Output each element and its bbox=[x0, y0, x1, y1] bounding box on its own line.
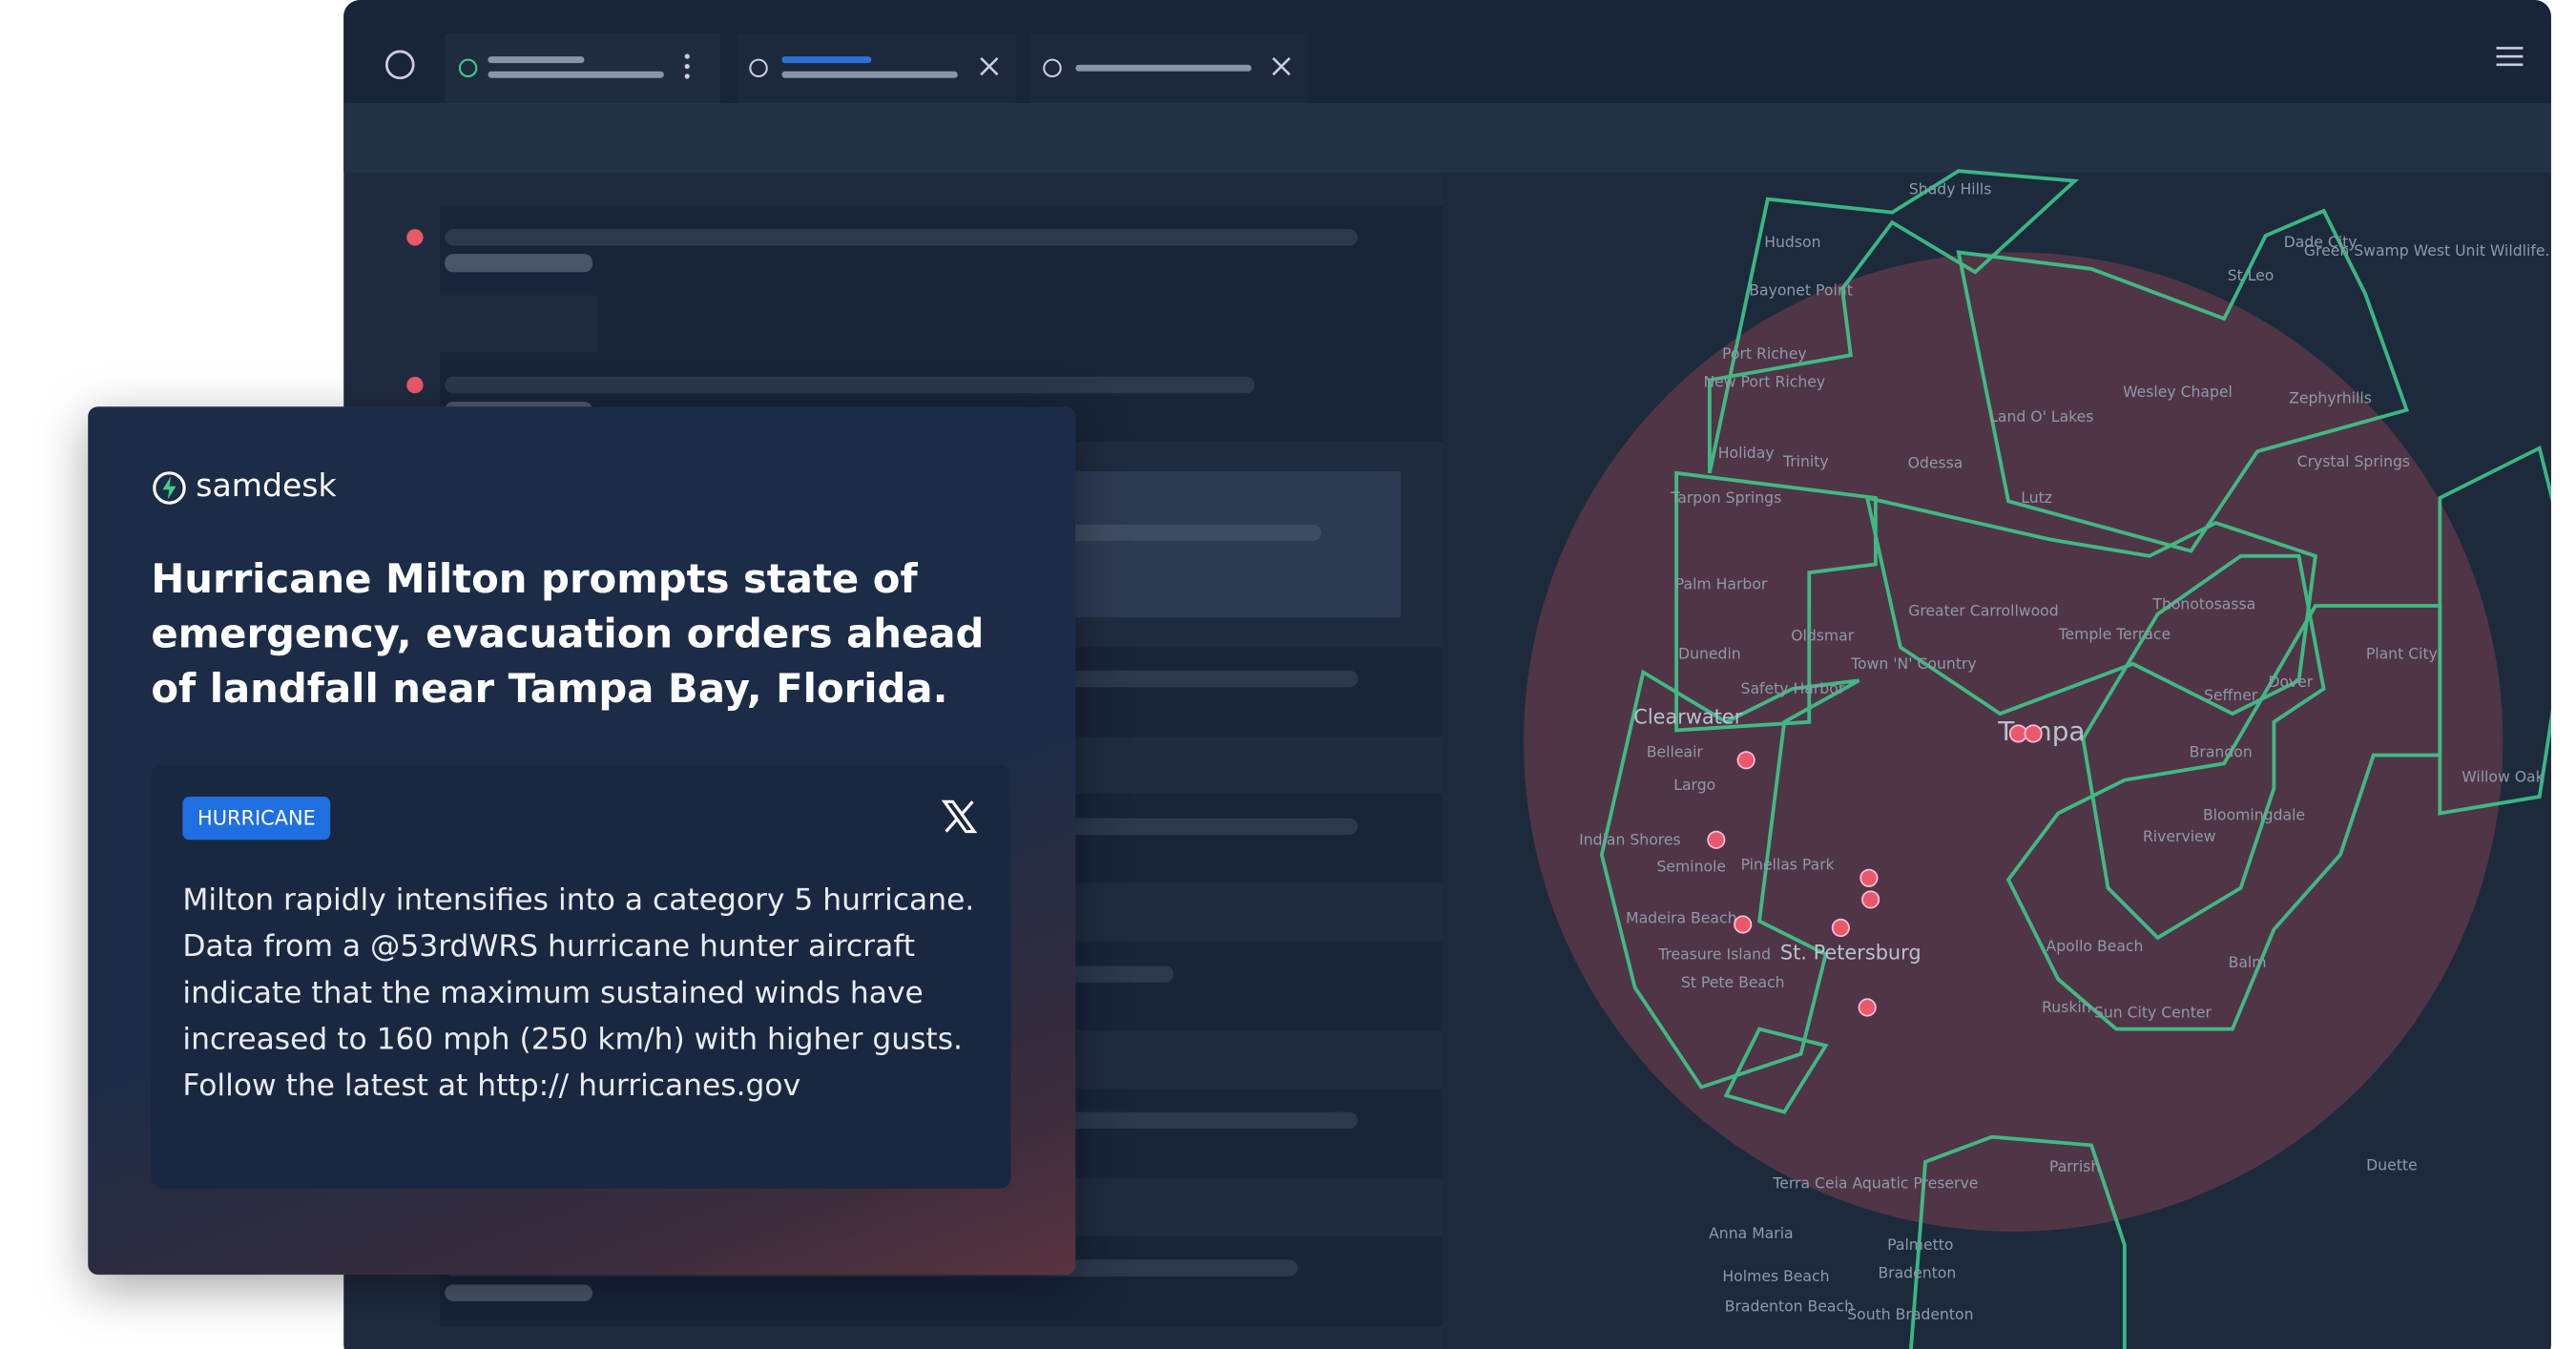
map-label: Port Richey bbox=[1722, 344, 1807, 363]
map-label: Green Swamp West Unit Wildlife... bbox=[2304, 241, 2560, 259]
map-label: Lutz bbox=[2021, 488, 2052, 507]
map-label: South Bradenton bbox=[1847, 1305, 1973, 1323]
event-marker[interactable] bbox=[1831, 918, 1850, 938]
event-marker[interactable] bbox=[2024, 724, 2043, 743]
map-label: Temple Terrace bbox=[2058, 625, 2171, 643]
brand-logo bbox=[153, 471, 186, 505]
map-label: Brandon bbox=[2190, 742, 2253, 760]
map-label: Land O' Lakes bbox=[1989, 407, 2093, 425]
map-label: Odessa bbox=[1908, 454, 1963, 472]
map-label: Palm Harbor bbox=[1675, 575, 1768, 593]
map-label: Balm bbox=[2229, 953, 2267, 971]
headline: Hurricane Milton prompts state of emerge… bbox=[151, 555, 985, 713]
event-marker[interactable] bbox=[1734, 915, 1753, 934]
tab-icon bbox=[1043, 58, 1062, 78]
map-label: Dover bbox=[2268, 673, 2313, 691]
map-label: New Port Richey bbox=[1703, 372, 1825, 390]
map-label: Trinity bbox=[1782, 452, 1829, 470]
app-logo[interactable] bbox=[384, 50, 415, 80]
event-marker[interactable] bbox=[1859, 868, 1879, 887]
map-label: Clearwater bbox=[1633, 706, 1742, 729]
map-label: Largo bbox=[1673, 776, 1715, 794]
map-label: St Pete Beach bbox=[1681, 973, 1785, 991]
tab[interactable] bbox=[445, 32, 721, 103]
map-label: Holiday bbox=[1718, 444, 1775, 462]
event-marker[interactable] bbox=[1861, 890, 1880, 909]
tab-text bbox=[488, 56, 585, 64]
tab-menu[interactable] bbox=[684, 53, 690, 79]
map-label: Zephyrhills bbox=[2289, 389, 2372, 407]
map-label: Thonotosassa bbox=[2151, 594, 2255, 612]
menu-icon[interactable] bbox=[2496, 47, 2524, 67]
map-label: Holmes Beach bbox=[1722, 1267, 1829, 1285]
map-label: Sun City Center bbox=[2094, 1003, 2212, 1021]
map-label: Tarpon Springs bbox=[1670, 488, 1781, 507]
post-text: Milton rapidly intensifies into a catego… bbox=[182, 882, 975, 1104]
category-tag: HURRICANE bbox=[182, 797, 331, 841]
impact-zone bbox=[1524, 252, 2503, 1232]
map-label: Apollo Beach bbox=[2046, 937, 2144, 955]
map-label: Plant City bbox=[2366, 645, 2438, 663]
tab[interactable] bbox=[737, 32, 1016, 103]
event-card[interactable]: samdesk Hurricane Milton prompts state o… bbox=[88, 406, 1076, 1276]
tab-text bbox=[781, 71, 958, 78]
map-label: Riverview bbox=[2143, 827, 2216, 845]
map-label: Duette bbox=[2366, 1155, 2417, 1173]
map-label: Crystal Springs bbox=[2297, 452, 2410, 470]
x-icon[interactable] bbox=[941, 799, 978, 835]
map-label: Belleair bbox=[1647, 742, 1704, 760]
map-label: Town 'N' Country bbox=[1850, 654, 1977, 673]
map-label: Pinellas Park bbox=[1741, 856, 1836, 874]
event-marker[interactable] bbox=[1858, 998, 1877, 1017]
map-label: Treasure Island bbox=[1657, 945, 1771, 964]
tab-text bbox=[781, 56, 872, 64]
tab-text bbox=[1075, 64, 1252, 72]
map-label: Hudson bbox=[1764, 233, 1820, 251]
map-label: Bradenton Beach bbox=[1725, 1297, 1854, 1315]
tab-icon bbox=[749, 58, 768, 78]
map-label: Bloomingdale bbox=[2203, 805, 2305, 823]
map-label: Greater Carrollwood bbox=[1908, 601, 2058, 619]
map-label: Bradenton bbox=[1878, 1264, 1956, 1282]
map-label: Seminole bbox=[1656, 857, 1726, 875]
map-label: Seffner bbox=[2204, 686, 2258, 704]
boundaries bbox=[1599, 169, 2551, 1349]
map-label: Bayonet Point bbox=[1749, 281, 1853, 300]
toolbar bbox=[343, 102, 2551, 173]
brand-name: samdesk bbox=[196, 467, 337, 505]
map-label: Palmetto bbox=[1887, 1235, 1953, 1254]
event-marker[interactable] bbox=[1707, 830, 1726, 849]
map-label: Madeira Beach bbox=[1626, 908, 1736, 926]
tab-text bbox=[488, 71, 664, 78]
map-label: Dade City bbox=[2284, 233, 2358, 251]
event-marker[interactable] bbox=[2008, 724, 2028, 743]
map-label: St. Petersburg bbox=[1780, 942, 1922, 965]
map-label: Willow Oak bbox=[2462, 767, 2545, 785]
map-label: Wesley Chapel bbox=[2123, 383, 2233, 401]
tab-close[interactable] bbox=[1272, 56, 1291, 76]
map-label: Terra Ceia Aquatic Preserve bbox=[1772, 1174, 1978, 1193]
map-label: Anna Maria bbox=[1709, 1224, 1794, 1242]
map-label: St Leo bbox=[2228, 266, 2275, 284]
tab-icon bbox=[458, 58, 478, 78]
map: Shady Hills Hudson Bayonet Point Port Riche… bbox=[1442, 169, 2560, 1349]
map-label: Safety Harbor bbox=[1741, 679, 1845, 697]
map-label: Oldsmar bbox=[1791, 627, 1855, 645]
map-label: Parrish bbox=[2049, 1157, 2100, 1175]
map-label: Ruskin bbox=[2042, 998, 2091, 1016]
map-label: Shady Hills bbox=[1909, 180, 1992, 198]
map-label: Dunedin bbox=[1678, 645, 1741, 663]
social-post[interactable]: HURRICANE Milton rapidly intensifies int… bbox=[151, 765, 1011, 1189]
event-marker[interactable] bbox=[1736, 751, 1755, 770]
tab-close[interactable] bbox=[980, 56, 999, 76]
map-label: Indian Shores bbox=[1579, 831, 1681, 849]
